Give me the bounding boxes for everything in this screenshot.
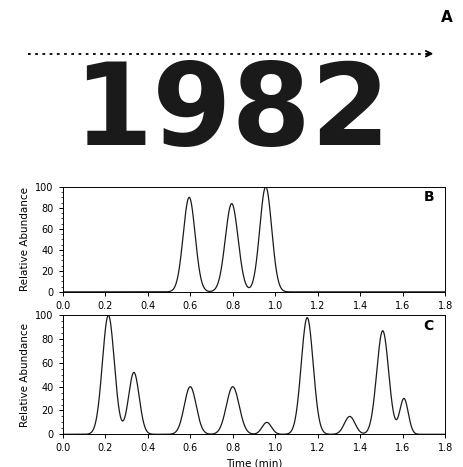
Text: B: B: [422, 190, 433, 204]
Y-axis label: Relative Abundance: Relative Abundance: [19, 187, 30, 291]
Y-axis label: Relative Abundance: Relative Abundance: [19, 323, 30, 427]
X-axis label: Time (min): Time (min): [225, 317, 282, 326]
Text: 1982: 1982: [73, 58, 390, 169]
Text: C: C: [423, 319, 433, 333]
X-axis label: Time (min): Time (min): [225, 459, 282, 467]
Text: A: A: [440, 10, 451, 25]
